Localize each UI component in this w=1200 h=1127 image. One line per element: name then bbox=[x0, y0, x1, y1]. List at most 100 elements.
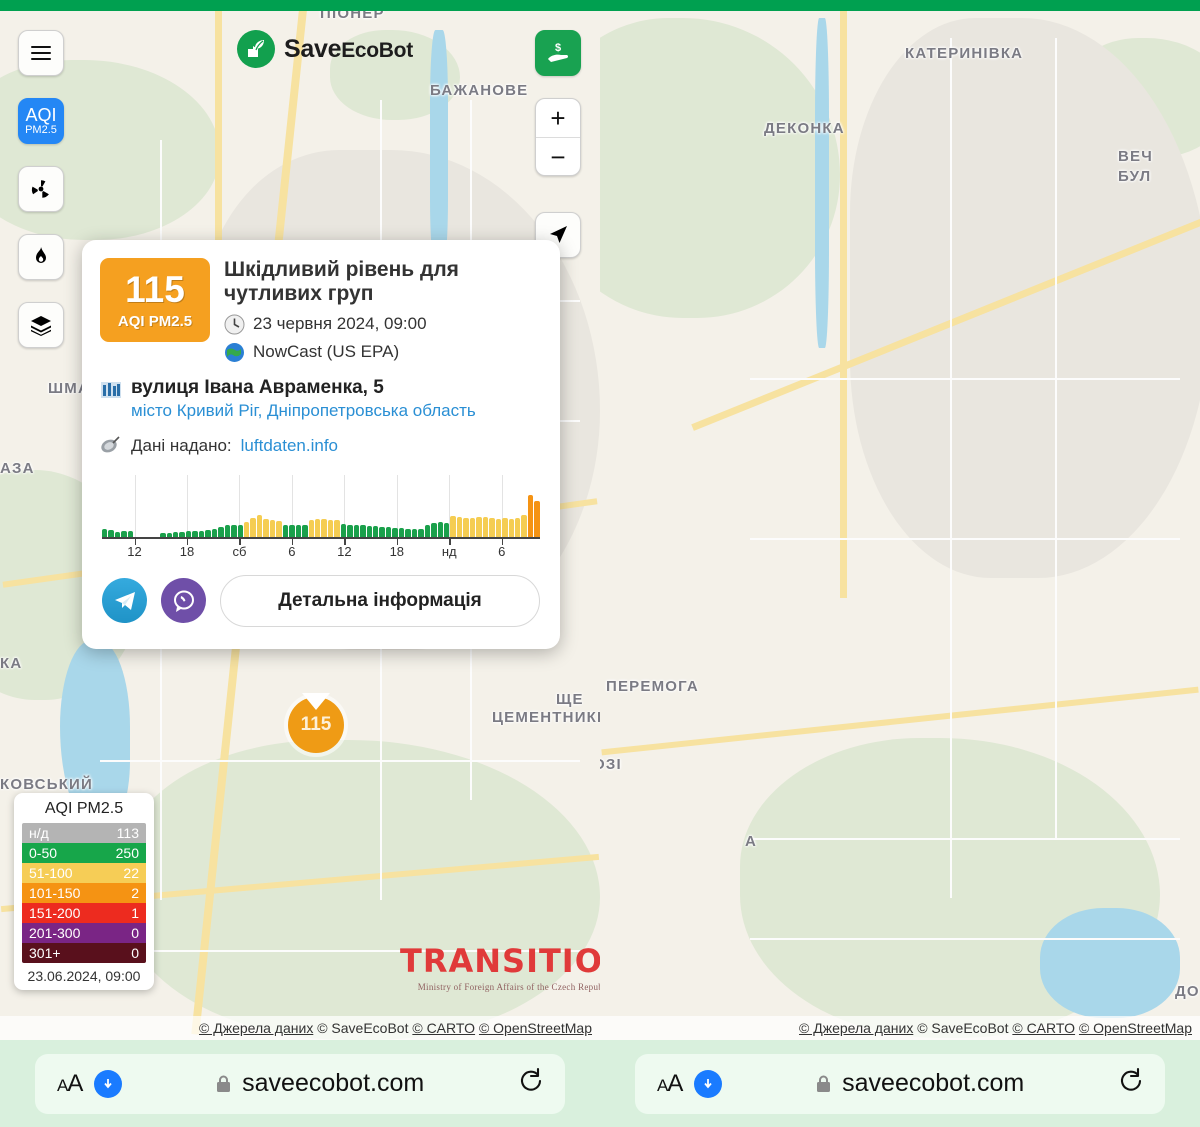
chart-gridline bbox=[291, 474, 293, 539]
map-label: ДО bbox=[1175, 983, 1200, 1000]
legend-range: н/д bbox=[29, 825, 49, 841]
url-text[interactable]: saveecobot.com bbox=[242, 1069, 425, 1097]
chart-bar bbox=[534, 501, 540, 539]
zoom-in-button[interactable]: + bbox=[536, 99, 580, 138]
zoom-out-button[interactable]: − bbox=[550, 142, 566, 172]
chart-tick bbox=[239, 538, 241, 545]
chart-bar bbox=[185, 531, 192, 539]
legend-count: 0 bbox=[131, 925, 139, 941]
chart-tick-label: 18 bbox=[389, 543, 405, 559]
chart-bar bbox=[314, 518, 321, 539]
chart-bar bbox=[450, 515, 456, 539]
chart-bar bbox=[308, 519, 314, 539]
legend-range: 51-100 bbox=[29, 865, 73, 881]
aqi-layer-button[interactable]: AQI PM2.5 bbox=[18, 98, 64, 144]
map-label: ЦЕМЕНТНИКІВ bbox=[492, 709, 600, 726]
chart-bar bbox=[231, 525, 237, 539]
menu-button[interactable] bbox=[18, 30, 64, 76]
reload-icon[interactable] bbox=[517, 1067, 543, 1100]
chart-gridline bbox=[186, 474, 188, 539]
chart-gridline bbox=[134, 474, 136, 539]
download-arrow-icon[interactable] bbox=[94, 1069, 123, 1098]
chart-bar bbox=[353, 525, 360, 539]
fire-icon bbox=[36, 247, 46, 263]
chart-bar bbox=[482, 516, 489, 539]
layers-button[interactable] bbox=[18, 302, 64, 348]
chart-bar bbox=[385, 526, 392, 539]
popup-standard-row: NowCast (US EPA) bbox=[224, 342, 542, 363]
detail-info-button[interactable]: Детальна інформація bbox=[220, 574, 540, 627]
chart-bar bbox=[211, 528, 218, 539]
chart-bar bbox=[224, 525, 231, 539]
building-icon bbox=[101, 381, 121, 398]
app-logo-text: SaveEcoBot bbox=[284, 34, 413, 63]
map-label: АЗА bbox=[0, 460, 35, 477]
chart-bar bbox=[276, 521, 282, 539]
donate-hand-icon: $ bbox=[548, 42, 569, 62]
chart-bar bbox=[198, 530, 205, 539]
popup-region[interactable]: місто Кривий Ріг, Дніпропетровська облас… bbox=[131, 400, 476, 420]
provider-link[interactable]: luftdaten.info bbox=[240, 435, 338, 455]
chart-bar bbox=[263, 518, 269, 539]
legend-date: 23.06.2024, 09:00 bbox=[27, 968, 141, 984]
station-popup: 115 AQI PM2.5 Шкідливий рівень для чутли… bbox=[82, 240, 560, 649]
chart-tick-label: сб bbox=[232, 543, 247, 559]
chart-bar bbox=[250, 517, 256, 539]
radiation-layer-button[interactable] bbox=[18, 166, 64, 212]
reload-icon[interactable] bbox=[1117, 1067, 1143, 1100]
chart-gridline bbox=[449, 474, 451, 539]
zoom-controls[interactable]: + − bbox=[535, 98, 581, 176]
globe-icon bbox=[225, 342, 244, 362]
text-size-button[interactable]: AA bbox=[657, 1069, 683, 1097]
chart-bar bbox=[302, 525, 308, 539]
download-arrow-icon[interactable] bbox=[694, 1069, 723, 1098]
chart-bar bbox=[469, 517, 476, 539]
chart-bar bbox=[456, 516, 463, 539]
map-attribution: © Джерела даних © SaveEcoBot © CARTO © O… bbox=[0, 1016, 600, 1040]
text-size-button[interactable]: AAAA bbox=[57, 1069, 83, 1097]
locate-arrow-icon bbox=[550, 226, 567, 243]
chart-bar bbox=[321, 518, 327, 539]
chart-bar bbox=[444, 523, 450, 539]
chart-bar bbox=[289, 525, 295, 539]
popup-address-row: вулиця Івана Авраменка, 5 bbox=[100, 377, 542, 399]
chart-bar bbox=[121, 531, 127, 539]
viber-share-button[interactable] bbox=[161, 578, 206, 624]
chart-bar bbox=[366, 525, 373, 539]
menu-icon bbox=[31, 42, 51, 64]
leaf-factory-icon bbox=[237, 30, 275, 68]
aqi-history-chart: 12 18 сб 6 12 18 нд 6 bbox=[102, 474, 540, 559]
url-text[interactable]: saveecobot.com bbox=[842, 1069, 1025, 1097]
map-canvas-right[interactable] bbox=[600, 0, 1200, 1040]
chart-tick bbox=[396, 538, 399, 545]
chart-bar bbox=[295, 525, 302, 539]
chart-bar bbox=[108, 529, 114, 539]
aqi-legend: AQI PM2.5 н/д 113 0-50 250 51-100 22 101-150 2 1… bbox=[14, 793, 154, 990]
map-label: ПЕРЕМОГА bbox=[606, 678, 699, 695]
map-label: БАЖАНОВЕ bbox=[430, 82, 529, 99]
chart-bar bbox=[205, 529, 211, 539]
legend-count: 113 bbox=[116, 825, 139, 841]
chart-bar bbox=[424, 525, 431, 539]
clock-icon bbox=[224, 314, 245, 335]
legend-count: 250 bbox=[115, 845, 139, 861]
map-label: ДЕКОНКА bbox=[764, 120, 845, 137]
chart-tick bbox=[291, 538, 294, 545]
browser-half-right: AA saveecobot.com bbox=[600, 1040, 1200, 1127]
fire-layer-button[interactable] bbox=[18, 234, 64, 280]
chart-bar bbox=[269, 519, 276, 539]
url-bar[interactable]: AAAA saveecobot.com bbox=[35, 1053, 565, 1114]
app-logo[interactable]: SaveEcoBot bbox=[237, 30, 413, 68]
map-pane-right: КАТЕРИНІВКАДЕКОНКАВЕЧБУЛПЕРЕМОГАРОЗІАДО … bbox=[600, 0, 1200, 1040]
donate-button[interactable]: $ bbox=[535, 30, 581, 76]
url-bar[interactable]: AA saveecobot.com bbox=[635, 1053, 1165, 1114]
aqi-value-badge: 115 AQI PM2.5 bbox=[100, 258, 210, 342]
chart-bar bbox=[515, 517, 521, 539]
chart-tick bbox=[186, 538, 189, 545]
chart-bar bbox=[476, 516, 482, 539]
chart-bar bbox=[179, 532, 185, 539]
aqi-marker[interactable]: 115 bbox=[288, 693, 344, 753]
legend-range: 201-300 bbox=[29, 925, 81, 941]
legend-row: н/д 113 bbox=[22, 823, 146, 843]
telegram-share-button[interactable] bbox=[102, 578, 147, 624]
